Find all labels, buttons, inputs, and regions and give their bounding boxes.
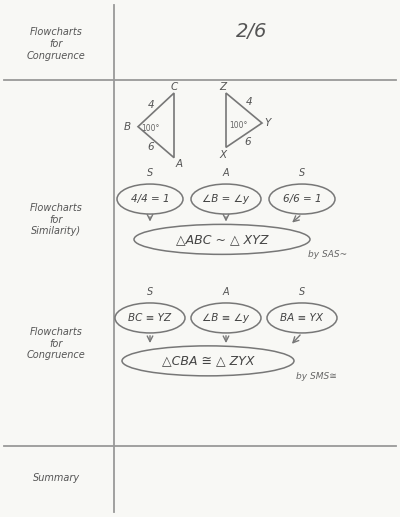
Text: Summary: Summary <box>32 473 80 483</box>
Text: BA ≡ YX: BA ≡ YX <box>280 313 324 323</box>
Text: S: S <box>299 286 305 297</box>
Text: △ABC ~ △ XYZ: △ABC ~ △ XYZ <box>176 233 268 246</box>
Text: 100°: 100° <box>141 124 159 133</box>
Text: Flowcharts
for
Congruence: Flowcharts for Congruence <box>27 27 85 60</box>
Text: S: S <box>147 168 153 178</box>
Text: C: C <box>170 82 178 92</box>
Text: ∠B = ∠y: ∠B = ∠y <box>202 194 250 204</box>
Text: S: S <box>299 168 305 178</box>
Text: by SAS~: by SAS~ <box>308 250 348 260</box>
Text: BC ≡ YZ: BC ≡ YZ <box>128 313 172 323</box>
Text: 4: 4 <box>148 100 154 111</box>
Text: X: X <box>220 150 227 160</box>
Text: 6: 6 <box>147 142 154 153</box>
Text: △CBA ≅ △ ZYX: △CBA ≅ △ ZYX <box>162 354 254 368</box>
Text: A: A <box>223 286 229 297</box>
Text: B: B <box>124 121 131 132</box>
Text: by SMS≅: by SMS≅ <box>296 372 336 381</box>
Text: 6/6 = 1: 6/6 = 1 <box>283 194 321 204</box>
Text: 100°: 100° <box>229 121 247 130</box>
Text: 4/4 = 1: 4/4 = 1 <box>131 194 169 204</box>
Text: Y: Y <box>264 118 270 128</box>
Text: Flowcharts
for
Similarity): Flowcharts for Similarity) <box>30 203 82 236</box>
Text: S: S <box>147 286 153 297</box>
Text: 2/6: 2/6 <box>236 22 268 41</box>
Text: A: A <box>223 168 229 178</box>
Text: ∠B ≡ ∠y: ∠B ≡ ∠y <box>202 313 250 323</box>
Text: 4: 4 <box>246 97 252 108</box>
Text: A: A <box>176 159 183 170</box>
Text: 6: 6 <box>244 137 250 147</box>
Text: Flowcharts
for
Congruence: Flowcharts for Congruence <box>27 327 85 360</box>
Text: Z: Z <box>220 82 227 92</box>
